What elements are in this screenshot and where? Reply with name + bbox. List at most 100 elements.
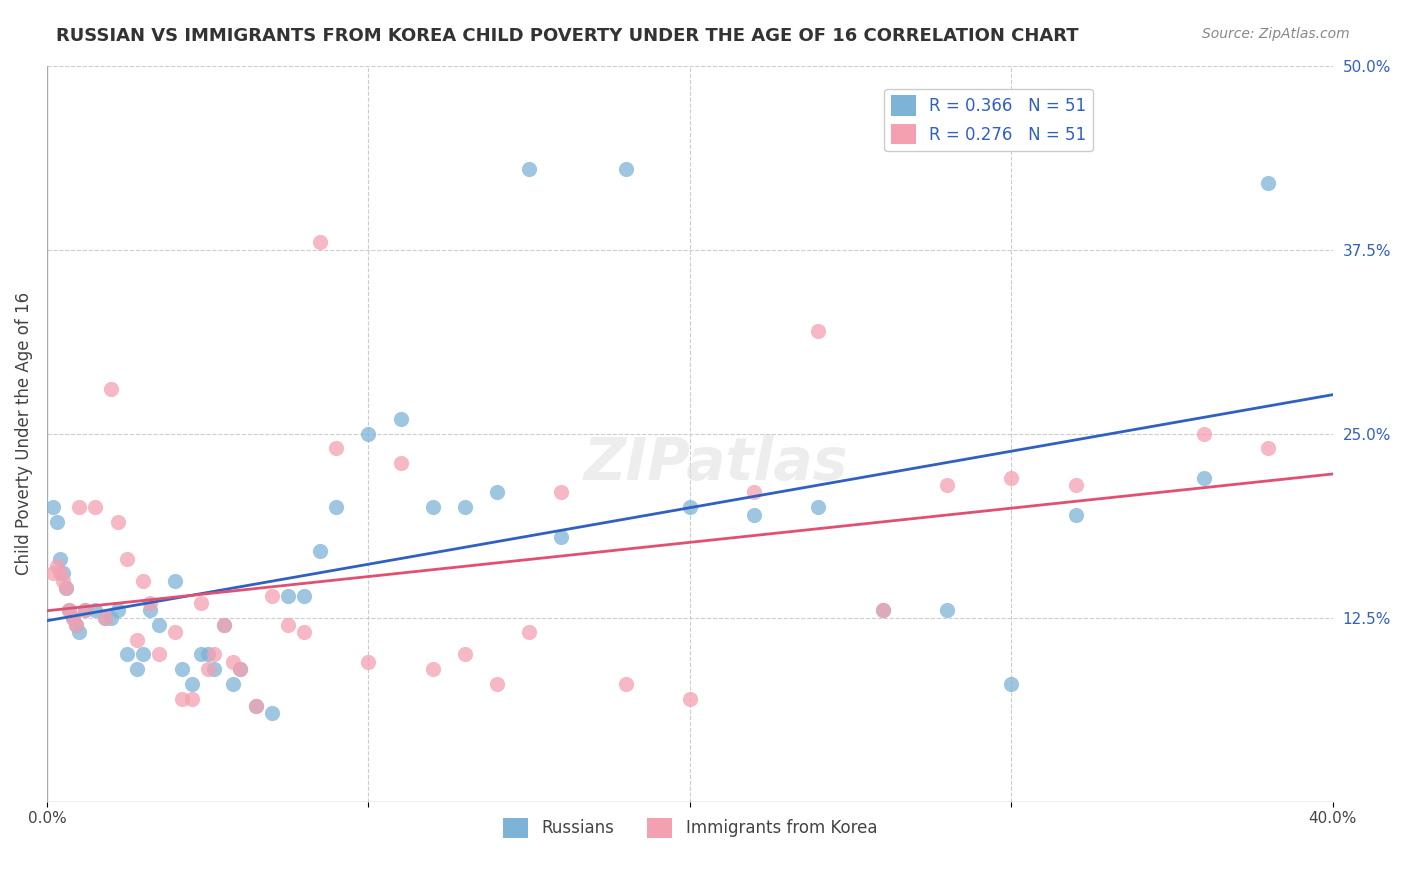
Point (292, 589, 315, 603)
Text: Source: ZipAtlas.com: Source: ZipAtlas.com (1202, 27, 1350, 41)
Point (48, 551, 70, 566)
Point (517, 625, 540, 640)
Point (197, 648, 219, 662)
Point (260, 589, 283, 603)
Point (325, 442, 347, 456)
Point (485, 677, 508, 691)
Point (107, 515, 129, 529)
Point (190, 648, 212, 662)
Point (614, 161, 637, 176)
Point (1064, 508, 1087, 522)
Point (1000, 471, 1022, 485)
Point (45, 515, 67, 529)
Text: RUSSIAN VS IMMIGRANTS FROM KOREA CHILD POVERTY UNDER THE AGE OF 16 CORRELATION C: RUSSIAN VS IMMIGRANTS FROM KOREA CHILD P… (56, 27, 1078, 45)
Point (132, 574, 155, 588)
Point (422, 500, 444, 515)
Point (325, 500, 347, 515)
Point (125, 662, 148, 676)
Point (170, 691, 193, 706)
Point (48, 566, 70, 581)
Point (84, 603, 107, 617)
Point (148, 648, 170, 662)
Point (454, 648, 477, 662)
Point (65, 618, 87, 632)
Point (212, 618, 235, 632)
Point (62, 610, 84, 624)
Point (117, 648, 139, 662)
Point (202, 648, 225, 662)
Point (100, 610, 122, 624)
Point (309, 235, 332, 250)
Point (485, 485, 508, 500)
Point (245, 698, 267, 713)
Point (277, 618, 299, 632)
Point (872, 603, 894, 617)
Point (94, 610, 117, 624)
Point (67, 500, 90, 515)
Point (1192, 426, 1215, 441)
Point (58, 603, 80, 617)
Point (807, 324, 830, 338)
Point (454, 500, 477, 515)
Point (55, 581, 77, 595)
Point (139, 596, 162, 610)
Point (872, 603, 894, 617)
Point (679, 500, 702, 515)
Point (1192, 471, 1215, 485)
Point (65, 618, 87, 632)
Point (1000, 677, 1022, 691)
Point (1257, 177, 1279, 191)
Point (67, 625, 90, 640)
Point (125, 632, 148, 647)
Text: ZIPatlas: ZIPatlas (583, 434, 848, 491)
Point (212, 618, 235, 632)
Point (165, 625, 187, 640)
Point (190, 596, 212, 610)
Point (180, 677, 202, 691)
Point (42, 500, 65, 515)
Y-axis label: Child Poverty Under the Age of 16: Child Poverty Under the Age of 16 (15, 292, 32, 575)
Point (52, 566, 75, 581)
Point (42, 566, 65, 581)
Point (260, 706, 283, 721)
Point (148, 618, 170, 632)
Point (107, 603, 129, 617)
Point (62, 610, 84, 624)
Point (742, 485, 765, 500)
Point (679, 691, 702, 706)
Point (309, 544, 332, 558)
Point (45, 559, 67, 574)
Point (55, 581, 77, 595)
Point (58, 603, 80, 617)
Point (389, 412, 412, 426)
Point (132, 648, 155, 662)
Legend: Russians, Immigrants from Korea: Russians, Immigrants from Korea (496, 811, 884, 845)
Point (936, 478, 959, 492)
Point (75, 603, 97, 617)
Point (1257, 442, 1279, 456)
Point (75, 603, 97, 617)
Point (229, 662, 252, 676)
Point (165, 574, 187, 588)
Point (229, 662, 252, 676)
Point (614, 677, 637, 691)
Point (357, 655, 380, 669)
Point (222, 677, 245, 691)
Point (222, 655, 245, 669)
Point (422, 662, 444, 676)
Point (84, 500, 107, 515)
Point (277, 589, 299, 603)
Point (936, 603, 959, 617)
Point (139, 603, 162, 617)
Point (357, 426, 380, 441)
Point (117, 551, 139, 566)
Point (94, 610, 117, 624)
Point (52, 574, 75, 588)
Point (550, 485, 572, 500)
Point (197, 662, 219, 676)
Point (245, 698, 267, 713)
Point (517, 161, 540, 176)
Point (807, 500, 830, 515)
Point (389, 456, 412, 470)
Point (550, 530, 572, 544)
